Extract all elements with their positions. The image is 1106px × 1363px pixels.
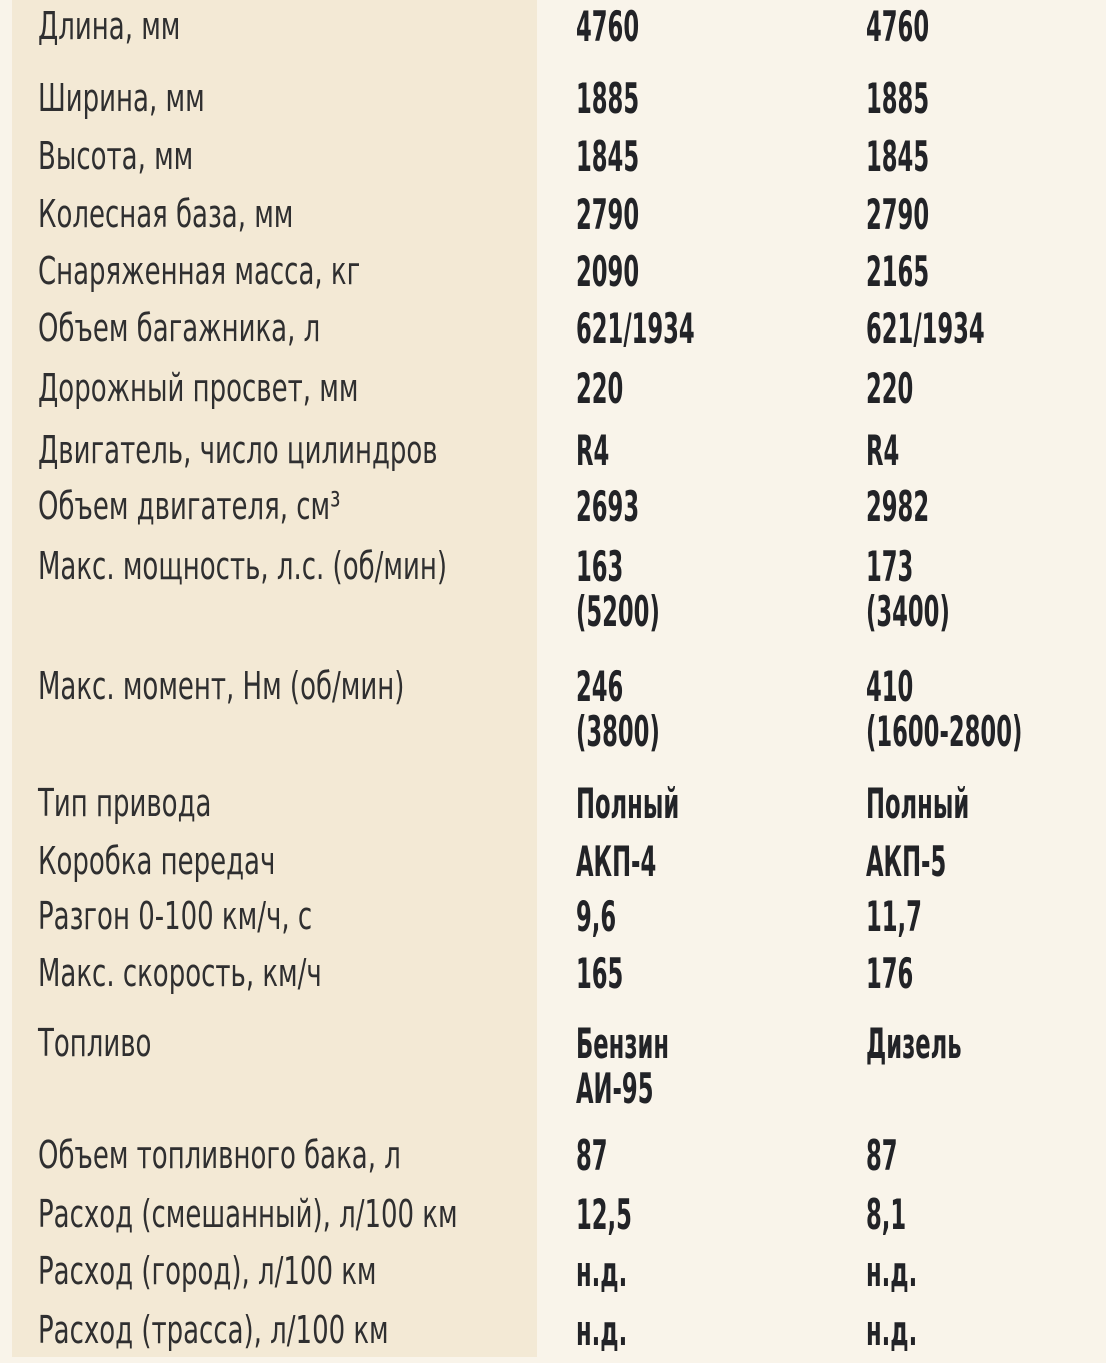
spec-label: Расход (город), л/100 км xyxy=(38,1249,377,1293)
spec-value-col2: 2165 xyxy=(866,247,930,296)
spec-value-col2: 220 xyxy=(866,364,914,413)
spec-value-col1: 2790 xyxy=(576,190,640,239)
spec-label: Топливо xyxy=(38,1021,152,1065)
spec-value-col1: 2693 xyxy=(576,482,640,531)
spec-label: Снаряженная масса, кг xyxy=(38,249,361,293)
spec-label: Разгон 0-100 км/ч, с xyxy=(38,894,313,938)
spec-value-col2: 1885 xyxy=(866,74,930,123)
spec-value-col1: Полный xyxy=(576,779,680,828)
spec-label: Высота, мм xyxy=(38,134,194,178)
spec-value-col2: н.д. xyxy=(866,1306,918,1355)
spec-label: Объем двигателя, см³ xyxy=(38,484,341,528)
spec-label: Макс. скорость, км/ч xyxy=(38,951,322,995)
spec-value-col2: н.д. xyxy=(866,1247,918,1296)
spec-label: Двигатель, число цилиндров xyxy=(38,428,438,472)
spec-value-col2: 1845 xyxy=(866,132,930,181)
spec-value-col2: 173 (3400) xyxy=(866,542,950,636)
spec-value-col2: 410 (1600-2800) xyxy=(866,662,1023,756)
spec-value-col1: 12,5 xyxy=(576,1190,632,1239)
spec-label: Коробка передач xyxy=(38,839,276,883)
spec-value-col1: 163 (5200) xyxy=(576,542,660,636)
spec-value-col2: 8,1 xyxy=(866,1190,907,1239)
spec-label: Объем топливного бака, л xyxy=(38,1133,401,1177)
spec-value-col2: 4760 xyxy=(866,2,930,51)
spec-label: Дорожный просвет, мм xyxy=(38,366,359,410)
spec-value-col2: 2790 xyxy=(866,190,930,239)
spec-value-col1: АКП-4 xyxy=(576,837,657,886)
spec-value-col1: 9,6 xyxy=(576,892,617,941)
spec-value-col1: н.д. xyxy=(576,1247,628,1296)
spec-label: Колесная база, мм xyxy=(38,192,294,236)
spec-value-col1: 165 xyxy=(576,949,624,998)
spec-value-col1: Бензин АИ-95 xyxy=(576,1019,670,1113)
spec-value-col2: 87 xyxy=(866,1131,898,1180)
label-column-background xyxy=(12,0,537,1357)
spec-label: Объем багажника, л xyxy=(38,306,321,350)
spec-value-col1: 246 (3800) xyxy=(576,662,660,756)
spec-value-col1: 2090 xyxy=(576,247,640,296)
spec-value-col1: 220 xyxy=(576,364,624,413)
spec-value-col2: 176 xyxy=(866,949,914,998)
spec-value-col2: Дизель xyxy=(866,1019,962,1068)
spec-value-col1: 621/1934 xyxy=(576,304,695,353)
spec-label: Макс. мощность, л.с. (об/мин) xyxy=(38,544,447,588)
spec-label: Макс. момент, Нм (об/мин) xyxy=(38,664,405,708)
spec-value-col1: н.д. xyxy=(576,1306,628,1355)
spec-value-col2: АКП-5 xyxy=(866,837,947,886)
spec-value-col1: R4 xyxy=(576,426,610,475)
spec-value-col1: 4760 xyxy=(576,2,640,51)
spec-label: Длина, мм xyxy=(38,4,181,48)
spec-label: Тип привода xyxy=(38,781,212,825)
spec-label: Расход (трасса), л/100 км xyxy=(38,1308,389,1352)
spec-label: Ширина, мм xyxy=(38,76,205,120)
spec-value-col1: 1845 xyxy=(576,132,640,181)
spec-value-col1: 1885 xyxy=(576,74,640,123)
spec-value-col1: 87 xyxy=(576,1131,608,1180)
spec-value-col2: R4 xyxy=(866,426,900,475)
spec-value-col2: 11,7 xyxy=(866,892,922,941)
spec-value-col2: Полный xyxy=(866,779,970,828)
spec-value-col2: 621/1934 xyxy=(866,304,985,353)
spec-value-col2: 2982 xyxy=(866,482,930,531)
spec-label: Расход (смешанный), л/100 км xyxy=(38,1192,458,1236)
